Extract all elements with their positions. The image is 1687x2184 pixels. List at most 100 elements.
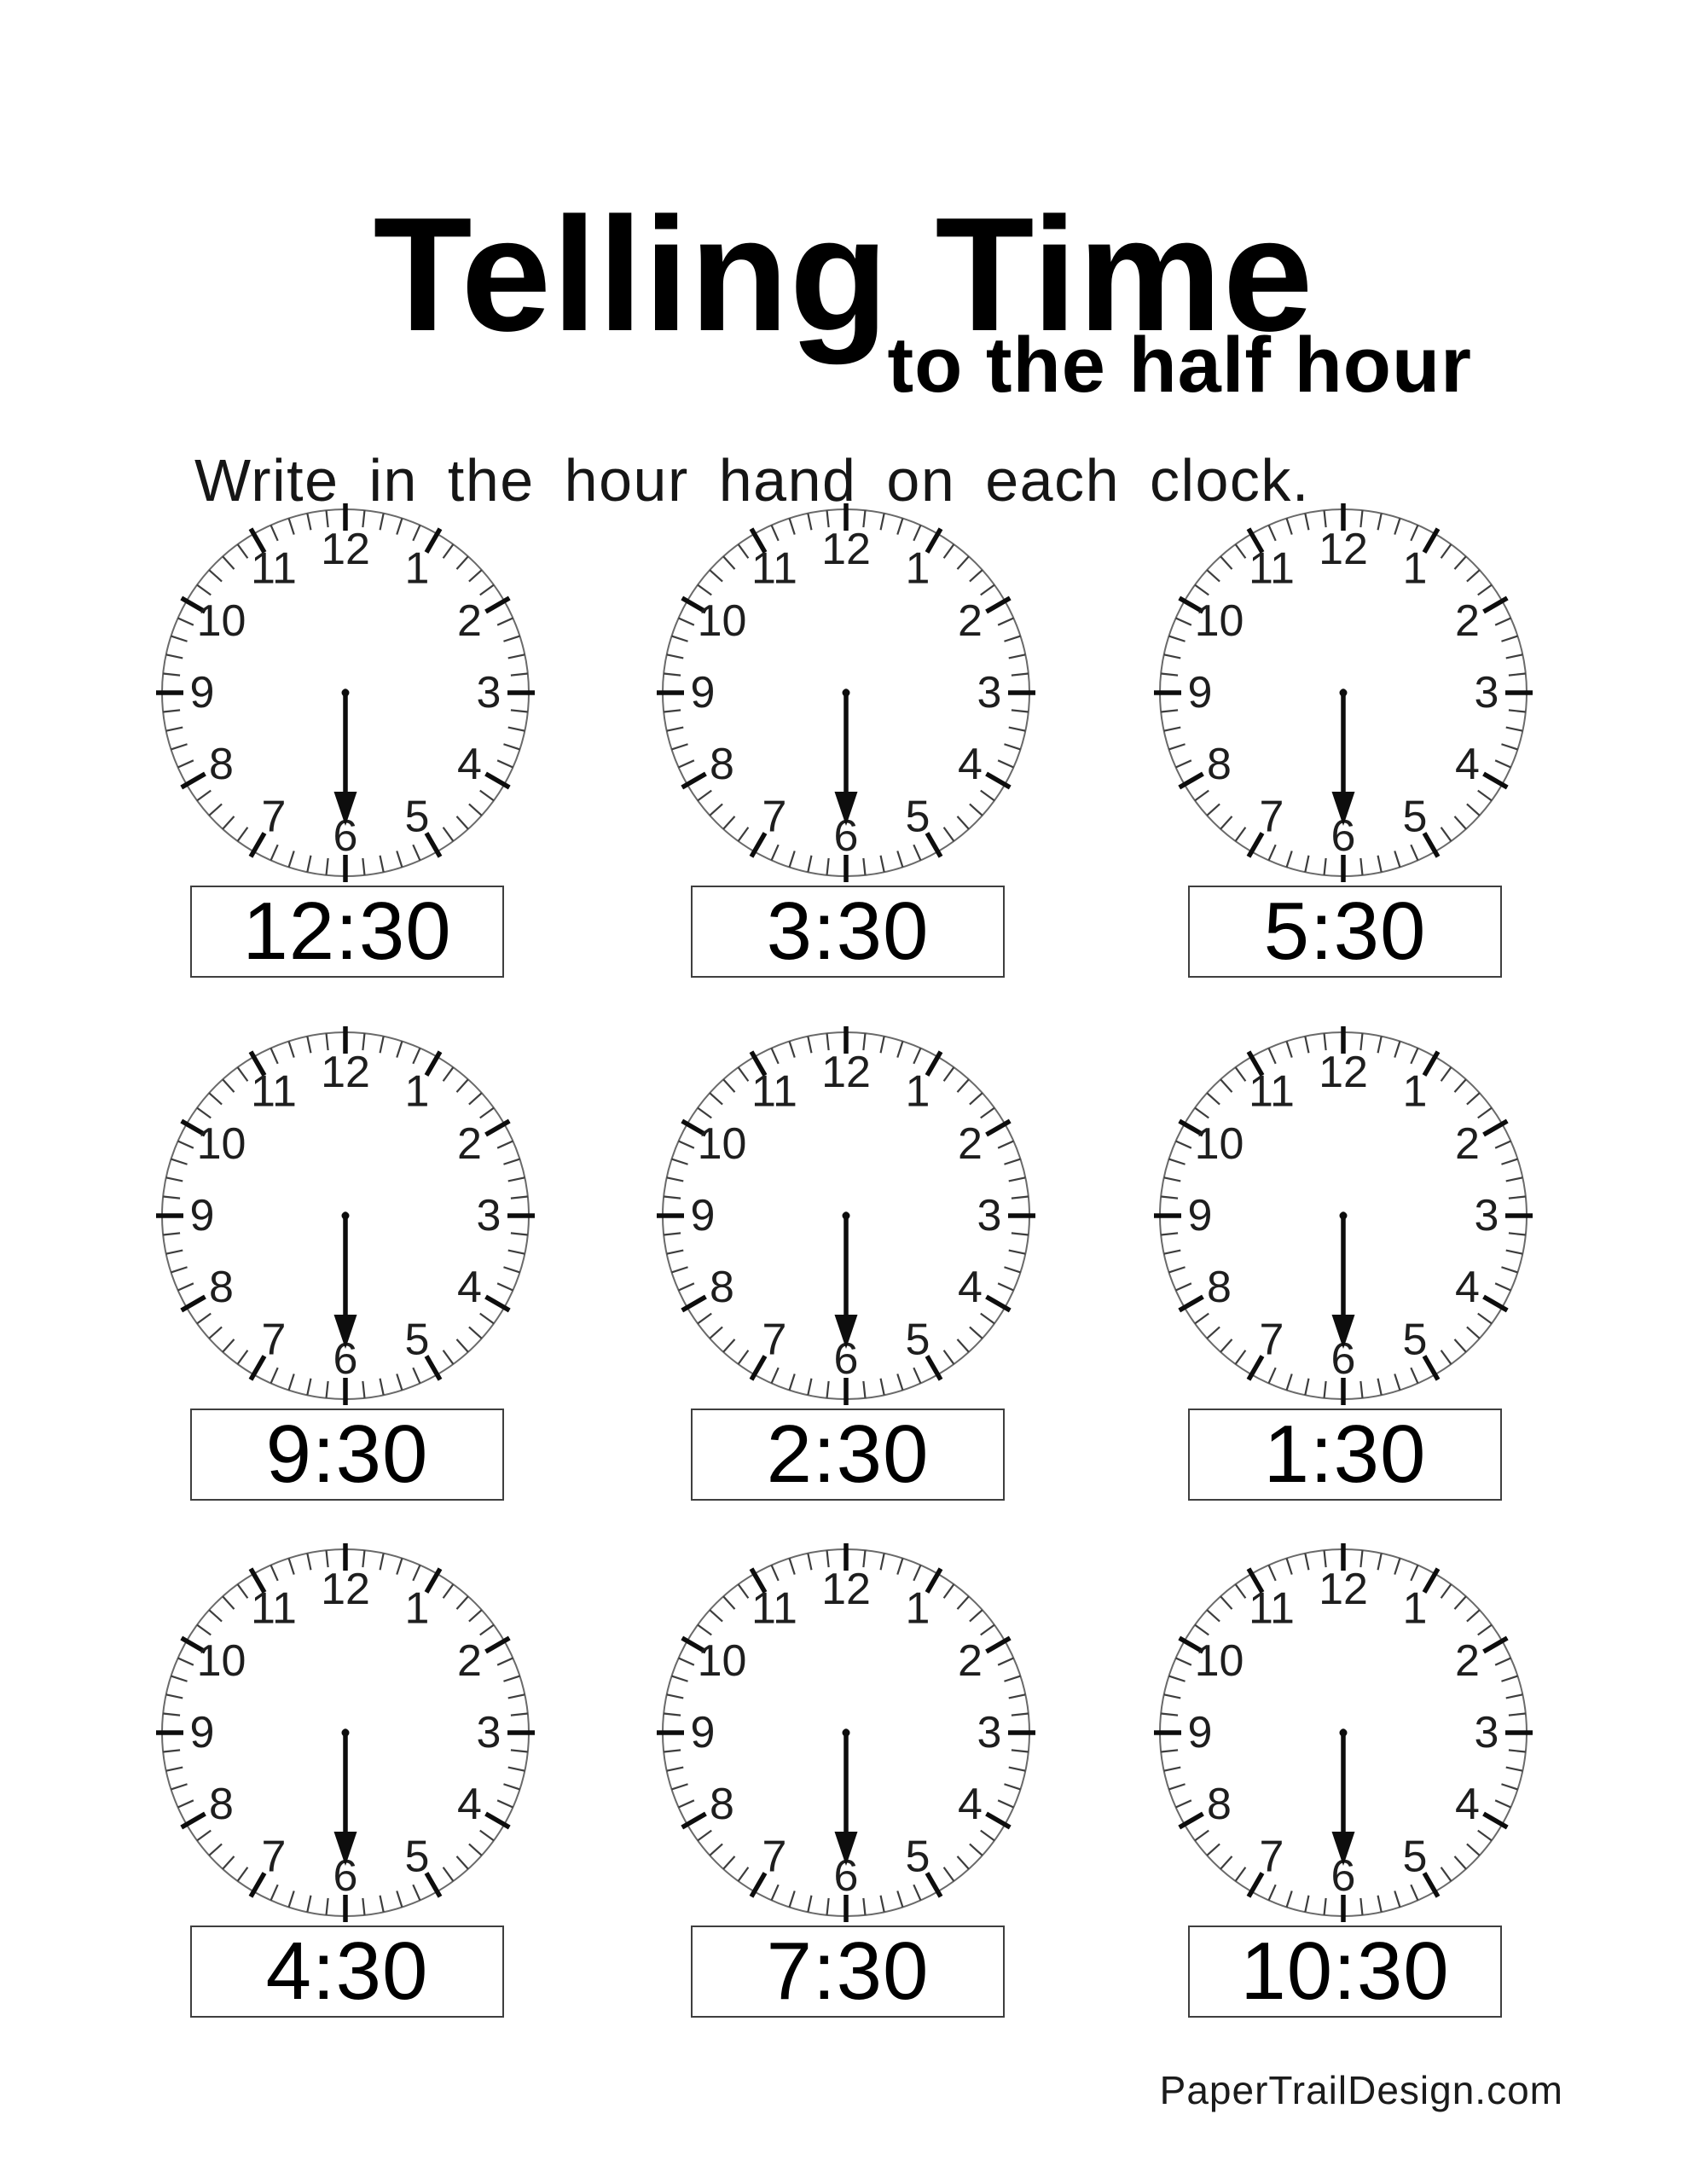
instruction-text: Write in the hour hand on each clock.: [194, 447, 1310, 514]
svg-text:11: 11: [751, 1584, 797, 1634]
svg-text:3: 3: [1475, 1191, 1499, 1240]
time-label-box: 10:30: [1188, 1926, 1502, 2018]
time-label: 12:30: [242, 886, 452, 977]
svg-text:2: 2: [457, 596, 482, 646]
svg-text:3: 3: [477, 668, 501, 717]
svg-text:9: 9: [691, 1708, 716, 1757]
time-label-box: 2:30: [691, 1409, 1005, 1501]
svg-text:3: 3: [477, 1191, 501, 1240]
time-label: 9:30: [265, 1409, 429, 1500]
time-label: 10:30: [1240, 1926, 1450, 2017]
svg-text:12: 12: [821, 1565, 871, 1614]
svg-text:7: 7: [262, 792, 287, 841]
svg-text:4: 4: [457, 1263, 482, 1312]
svg-text:3: 3: [1475, 1708, 1499, 1757]
svg-text:4: 4: [958, 740, 983, 789]
svg-text:10: 10: [197, 1636, 246, 1686]
svg-text:10: 10: [698, 596, 747, 646]
svg-text:2: 2: [457, 1636, 482, 1686]
svg-text:8: 8: [710, 1263, 734, 1312]
svg-text:1: 1: [405, 1067, 430, 1117]
clock-exercise-9: 12 1 2 3 4 5 6 7 8 9 10 11 10:30: [1151, 1541, 1535, 2018]
time-label: 2:30: [766, 1409, 930, 1500]
svg-text:2: 2: [457, 1119, 482, 1169]
svg-text:1: 1: [1403, 1584, 1428, 1634]
svg-text:9: 9: [1188, 1708, 1213, 1757]
svg-text:1: 1: [1403, 544, 1428, 594]
svg-text:10: 10: [698, 1636, 747, 1686]
svg-text:9: 9: [190, 1708, 215, 1757]
svg-text:11: 11: [1249, 1584, 1295, 1634]
svg-text:8: 8: [209, 1263, 234, 1312]
clock-exercise-3: 12 1 2 3 4 5 6 7 8 9 10 11 5:30: [1151, 501, 1535, 979]
svg-text:8: 8: [1207, 1780, 1232, 1829]
svg-text:11: 11: [251, 544, 297, 594]
svg-text:11: 11: [251, 1584, 297, 1634]
svg-text:10: 10: [1195, 1119, 1244, 1169]
clock-exercise-1: 12 1 2 3 4 5 6 7 8 9 10 11 12:30: [154, 501, 537, 979]
svg-text:4: 4: [457, 740, 482, 789]
svg-text:10: 10: [698, 1119, 747, 1169]
svg-text:7: 7: [1260, 1832, 1284, 1881]
time-label-box: 7:30: [691, 1926, 1005, 2018]
time-label: 1:30: [1263, 1409, 1427, 1500]
svg-text:3: 3: [477, 1708, 501, 1757]
page-title: Telling Time: [373, 184, 1314, 366]
svg-text:8: 8: [209, 740, 234, 789]
svg-text:2: 2: [958, 1636, 983, 1686]
svg-text:9: 9: [1188, 668, 1213, 717]
svg-text:8: 8: [710, 740, 734, 789]
time-label-box: 12:30: [190, 886, 504, 978]
svg-text:3: 3: [1475, 668, 1499, 717]
svg-text:12: 12: [1319, 1048, 1368, 1097]
svg-text:3: 3: [977, 1191, 1002, 1240]
svg-text:5: 5: [405, 792, 430, 841]
time-label-box: 5:30: [1188, 886, 1502, 978]
svg-text:2: 2: [1455, 596, 1480, 646]
svg-text:12: 12: [321, 1048, 370, 1097]
clock-exercise-7: 12 1 2 3 4 5 6 7 8 9 10 11 4:30: [154, 1541, 537, 2018]
svg-text:7: 7: [262, 1315, 287, 1364]
svg-text:9: 9: [190, 1191, 215, 1240]
svg-text:5: 5: [906, 792, 930, 841]
svg-text:11: 11: [251, 1067, 297, 1117]
clock-exercise-5: 12 1 2 3 4 5 6 7 8 9 10 11 2:30: [654, 1024, 1038, 1502]
clock-exercise-6: 12 1 2 3 4 5 6 7 8 9 10 11 1:30: [1151, 1024, 1535, 1502]
svg-text:1: 1: [1403, 1067, 1428, 1117]
svg-text:4: 4: [457, 1780, 482, 1829]
svg-text:9: 9: [691, 1191, 716, 1240]
svg-text:1: 1: [906, 1067, 930, 1117]
svg-text:4: 4: [958, 1263, 983, 1312]
time-label: 3:30: [766, 886, 930, 977]
svg-text:5: 5: [906, 1832, 930, 1881]
svg-text:1: 1: [405, 1584, 430, 1634]
svg-text:12: 12: [321, 1565, 370, 1614]
svg-text:4: 4: [958, 1780, 983, 1829]
svg-text:5: 5: [1403, 1832, 1428, 1881]
svg-text:11: 11: [1249, 544, 1295, 594]
clock-exercise-8: 12 1 2 3 4 5 6 7 8 9 10 11 7:30: [654, 1541, 1038, 2018]
svg-text:7: 7: [1260, 1315, 1284, 1364]
svg-text:7: 7: [762, 1832, 787, 1881]
svg-text:10: 10: [197, 1119, 246, 1169]
svg-text:8: 8: [710, 1780, 734, 1829]
svg-text:3: 3: [977, 668, 1002, 717]
svg-text:10: 10: [1195, 596, 1244, 646]
svg-text:8: 8: [1207, 740, 1232, 789]
time-label-box: 3:30: [691, 886, 1005, 978]
svg-text:3: 3: [977, 1708, 1002, 1757]
svg-text:1: 1: [906, 544, 930, 594]
time-label-box: 4:30: [190, 1926, 504, 2018]
svg-text:11: 11: [751, 544, 797, 594]
time-label-box: 9:30: [190, 1409, 504, 1501]
svg-text:1: 1: [906, 1584, 930, 1634]
svg-text:12: 12: [1319, 525, 1368, 574]
svg-text:1: 1: [405, 544, 430, 594]
